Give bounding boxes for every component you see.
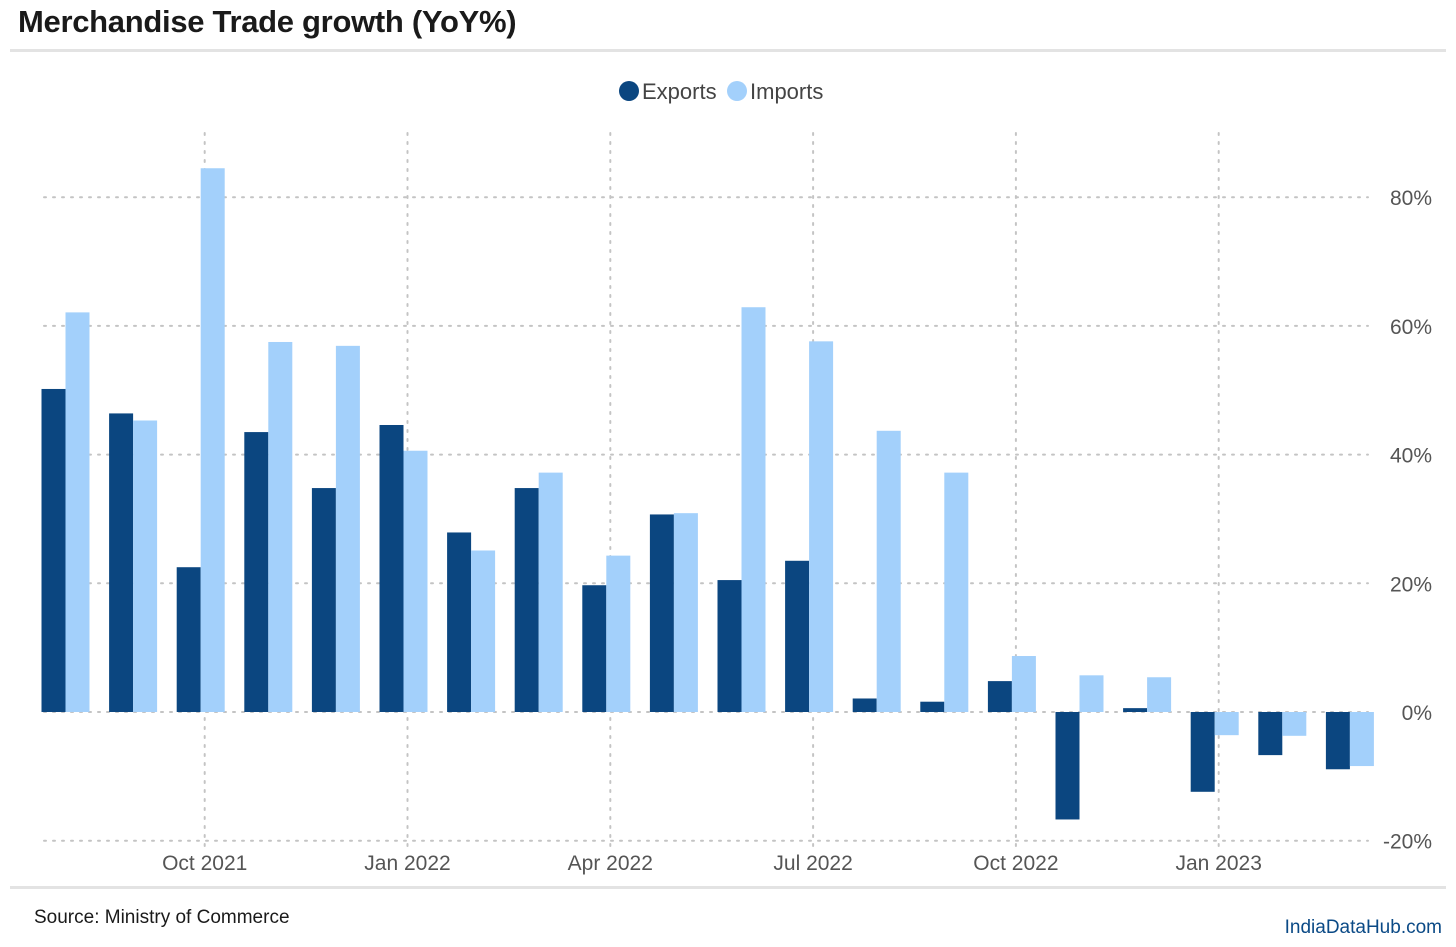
export-bar (244, 432, 269, 712)
y-tick-label: 60% (1390, 316, 1432, 339)
export-bar (785, 560, 810, 712)
import-bar (741, 307, 766, 712)
import-bar (1011, 656, 1036, 712)
legend-exports-marker (619, 81, 639, 101)
grid-layer (43, 132, 1369, 849)
y-tick-label: 80% (1390, 187, 1432, 210)
import-bar (606, 555, 631, 712)
axis-layer: -20% 0% 20% 40% 60% 80% Oct 2021 Jan 2022 Apr 20… (162, 187, 1432, 875)
import-bar (944, 472, 969, 712)
import-bar (335, 345, 360, 712)
y-tick-label: 40% (1390, 445, 1432, 468)
import-bar (268, 341, 293, 712)
export-bar (920, 701, 945, 712)
trade-growth-chart: -20% 0% 20% 40% 60% 80% Oct 2021 Jan 2022 Apr 20… (41, 79, 1432, 875)
import-bar (876, 430, 901, 712)
import-bar (809, 341, 834, 712)
x-tick-label: Jul 2022 (773, 852, 852, 875)
export-bar (176, 567, 201, 712)
x-tick-label: Jan 2022 (364, 852, 450, 875)
import-bar (200, 168, 225, 712)
import-bar (133, 420, 158, 712)
legend-imports-marker (727, 81, 747, 101)
export-bar (649, 514, 674, 712)
import-bar (1349, 712, 1374, 767)
export-bar (311, 488, 336, 712)
export-bar (1055, 712, 1080, 820)
import-bar (1214, 712, 1239, 736)
y-tick-label: 0% (1402, 702, 1432, 725)
export-bar (1123, 708, 1148, 712)
export-bar (379, 424, 404, 712)
export-bar (987, 681, 1012, 712)
page-title: Merchandise Trade growth (YoY%) (18, 4, 517, 39)
export-bar (717, 580, 742, 712)
x-tick-label: Apr 2022 (568, 852, 653, 875)
legend-exports-label: Exports (642, 79, 717, 104)
y-tick-label: -20% (1383, 831, 1432, 854)
import-bar (538, 472, 563, 712)
header-divider (10, 49, 1446, 52)
x-tick-label: Jan 2023 (1175, 852, 1261, 875)
import-bar (1282, 712, 1307, 736)
footer-divider (10, 886, 1446, 889)
export-bar (109, 413, 134, 712)
x-tick-label: Oct 2022 (973, 852, 1058, 875)
export-bar (1190, 712, 1215, 792)
source-note: Source: Ministry of Commerce (34, 907, 290, 928)
y-tick-label: 20% (1390, 573, 1432, 596)
export-bar (514, 488, 539, 712)
brand-watermark: IndiaDataHub.com (1284, 917, 1442, 938)
export-bar (1325, 712, 1350, 770)
import-bar (1147, 677, 1172, 712)
legend: Exports Imports (619, 79, 823, 104)
legend-imports-label: Imports (750, 79, 823, 104)
export-bar (1258, 712, 1283, 756)
import-bar (1079, 675, 1104, 712)
import-bar (403, 450, 428, 712)
x-tick-label: Oct 2021 (162, 852, 247, 875)
export-bar (852, 698, 877, 712)
import-bar (673, 513, 698, 712)
export-bar (447, 532, 472, 712)
export-bar (41, 388, 66, 712)
import-bar (65, 312, 90, 712)
import-bar (471, 550, 496, 712)
export-bar (582, 585, 607, 712)
bars-layer (41, 168, 1374, 820)
